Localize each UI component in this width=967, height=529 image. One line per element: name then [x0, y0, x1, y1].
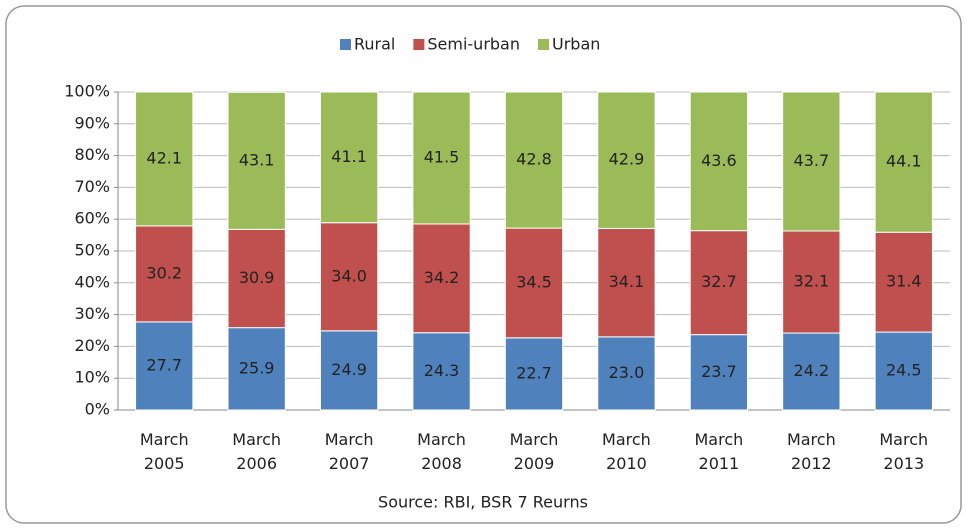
y-tick-label: 10%	[74, 368, 110, 387]
data-label: 32.7	[701, 272, 737, 291]
legend-label: Rural	[354, 35, 395, 54]
bar-segment	[597, 91, 656, 229]
bar-segment	[135, 321, 194, 411]
data-label: 42.9	[609, 150, 645, 169]
bar-segment	[782, 332, 841, 411]
y-tick-label: 30%	[74, 304, 110, 323]
y-tick-label: 100%	[64, 82, 110, 101]
bar-segment	[597, 336, 656, 411]
x-tick-label: March 2007	[324, 430, 374, 473]
bar-segment	[227, 91, 286, 230]
bar-segment	[135, 91, 194, 227]
bar-segment	[319, 330, 379, 411]
bar-segment	[412, 223, 471, 334]
data-label: 32.1	[794, 272, 830, 291]
data-label: 42.8	[516, 150, 552, 169]
bar-segment	[597, 227, 656, 338]
data-label: 30.9	[239, 268, 275, 287]
x-tick-label: March 2006	[232, 430, 282, 473]
caption: Source: RBI, BSR 7 Reurns	[378, 493, 588, 512]
bar-segment	[504, 227, 564, 339]
data-label: 34.2	[424, 268, 460, 287]
data-label: 23.0	[609, 363, 645, 382]
bar-segment	[782, 91, 841, 232]
data-label: 34.0	[331, 266, 367, 285]
y-tick-label: 90%	[74, 113, 110, 132]
x-tick-label: March 2005	[139, 430, 189, 473]
data-label: 41.5	[424, 147, 460, 166]
x-tick-label: March 2013	[879, 430, 929, 473]
x-tick-label: March 2009	[509, 430, 559, 473]
data-label: 43.7	[794, 151, 830, 170]
data-label: 22.7	[516, 363, 552, 382]
legend-swatch	[340, 39, 351, 50]
data-label: 30.2	[146, 263, 182, 282]
x-tick-label: March 2010	[602, 430, 651, 473]
y-tick-label: 80%	[74, 145, 110, 164]
data-label: 24.3	[424, 361, 460, 380]
bar-segment	[504, 337, 564, 411]
bar-segment	[504, 91, 564, 229]
data-label: 44.1	[886, 152, 922, 171]
bar-segment	[874, 91, 933, 233]
bar-segment	[135, 225, 194, 323]
bar-segment	[689, 334, 749, 411]
bar-segment	[874, 231, 933, 333]
bar-segment	[874, 331, 933, 411]
bar-segment	[319, 222, 379, 332]
data-label: 24.9	[331, 360, 367, 379]
data-label: 23.7	[701, 362, 737, 381]
bar-segment	[412, 91, 471, 225]
bar-segment	[689, 91, 749, 232]
legend-swatch	[538, 39, 549, 50]
y-tick-label: 70%	[74, 177, 110, 196]
legend-label: Semi-urban	[427, 35, 520, 54]
legend-swatch	[413, 39, 425, 50]
data-label: 27.7	[146, 355, 182, 374]
y-tick-label: 50%	[74, 241, 110, 260]
y-tick-label: 20%	[74, 336, 110, 355]
data-label: 24.2	[794, 361, 830, 380]
y-tick-label: 0%	[85, 400, 110, 419]
x-tick-label: March 2011	[694, 430, 744, 473]
data-label: 31.4	[886, 272, 922, 291]
data-label: 41.1	[331, 147, 367, 166]
y-tick-label: 60%	[74, 209, 110, 228]
legend-label: Urban	[552, 35, 600, 54]
data-label: 43.6	[701, 151, 737, 170]
bar-segment	[319, 91, 379, 224]
data-label: 34.5	[516, 272, 552, 291]
data-label: 43.1	[239, 150, 275, 169]
data-label: 42.1	[146, 148, 182, 167]
bar-segment	[782, 230, 841, 334]
data-label: 24.5	[886, 361, 922, 380]
y-tick-label: 40%	[74, 272, 110, 291]
data-label: 25.9	[239, 358, 275, 377]
bar-segment	[227, 228, 286, 329]
x-tick-label: March 2008	[417, 430, 466, 473]
x-tick-label: March 2012	[786, 430, 836, 473]
data-label: 34.1	[609, 272, 645, 291]
bar-segment	[227, 327, 286, 411]
